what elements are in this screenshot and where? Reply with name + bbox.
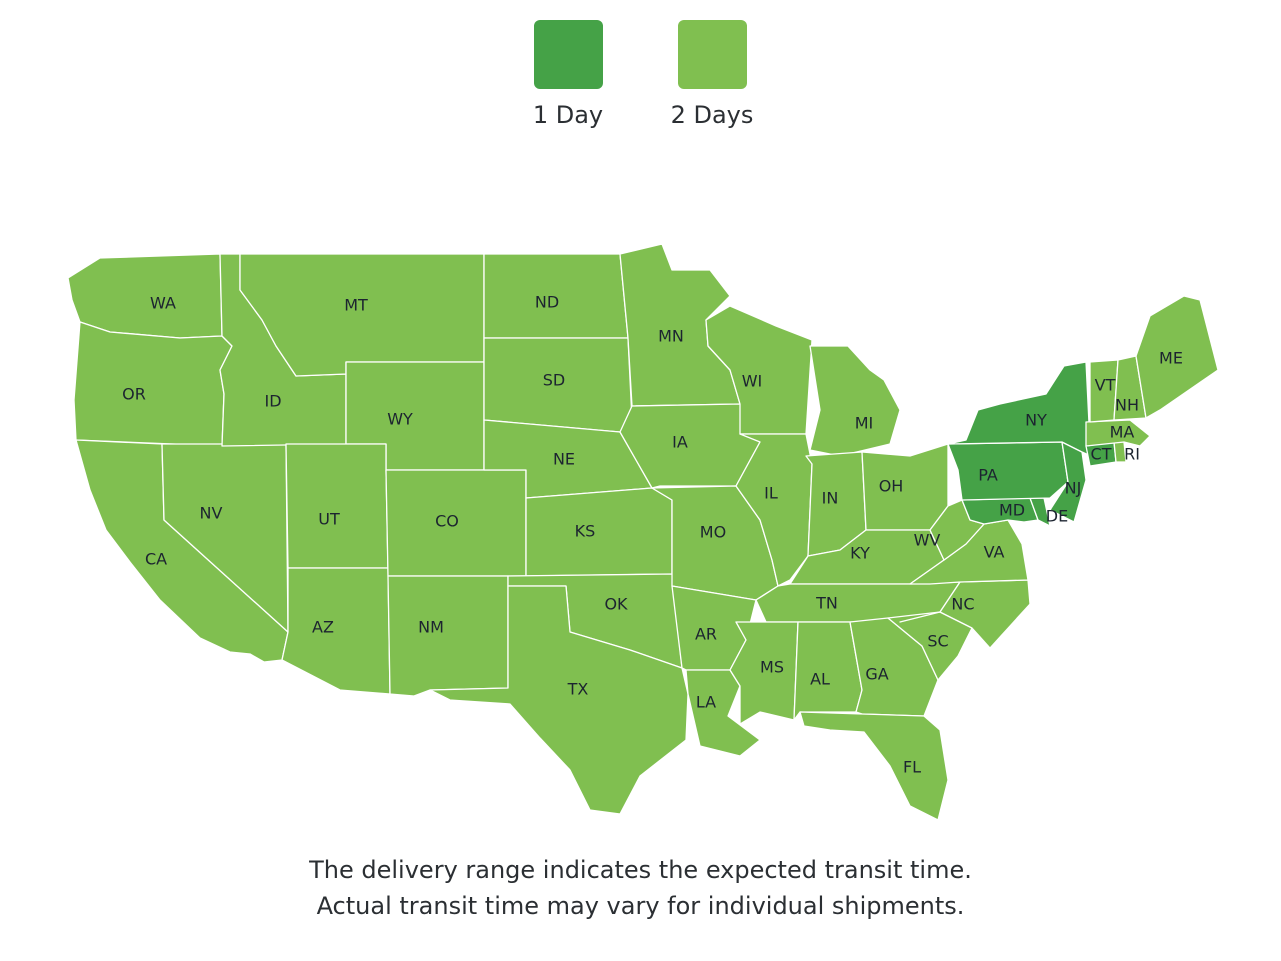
state-mi — [809, 345, 901, 457]
state-label-nd: ND — [535, 293, 559, 312]
state-label-ma: MA — [1110, 423, 1135, 442]
state-label-mn: MN — [658, 327, 684, 346]
state-ut — [285, 443, 389, 569]
state-label-fl: FL — [903, 758, 921, 777]
legend-swatch-2-days — [677, 20, 747, 89]
state-label-al: AL — [810, 670, 830, 689]
state-label-ut: UT — [318, 510, 340, 529]
state-label-ia: IA — [672, 433, 688, 452]
state-or — [73, 321, 233, 447]
state-label-in: IN — [822, 489, 839, 508]
state-label-ok: OK — [604, 595, 628, 614]
state-az — [281, 567, 391, 695]
state-pa — [947, 441, 1069, 501]
state-label-nj: NJ — [1065, 479, 1082, 498]
state-label-ky: KY — [850, 544, 870, 563]
state-label-me: ME — [1159, 349, 1183, 368]
state-label-sc: SC — [927, 632, 948, 651]
state-label-ny: NY — [1025, 411, 1047, 430]
state-ma — [1085, 419, 1151, 447]
state-label-ri: RI — [1124, 445, 1140, 464]
state-label-tx: TX — [567, 680, 589, 699]
state-label-co: CO — [435, 512, 459, 531]
state-label-wi: WI — [742, 372, 763, 391]
state-label-ga: GA — [865, 665, 888, 684]
state-label-nv: NV — [200, 504, 223, 523]
state-label-mi: MI — [855, 414, 874, 433]
state-oh — [861, 443, 949, 531]
state-fl — [799, 711, 949, 821]
state-label-nh: NH — [1115, 396, 1139, 415]
state-label-nc: NC — [951, 595, 974, 614]
state-label-ct: CT — [1091, 445, 1112, 464]
state-label-la: LA — [696, 693, 716, 712]
state-nm — [387, 575, 509, 697]
footnote-line-1: The delivery range indicates the expecte… — [309, 856, 972, 884]
footnote: The delivery range indicates the expecte… — [0, 852, 1281, 924]
state-label-ar: AR — [695, 625, 717, 644]
state-ks — [525, 487, 673, 577]
state-label-az: AZ — [312, 618, 334, 637]
state-label-de: DE — [1046, 507, 1068, 526]
state-label-va: VA — [984, 543, 1005, 562]
state-label-tn: TN — [815, 594, 838, 613]
state-label-ms: MS — [760, 658, 784, 677]
legend-swatch-1-day — [533, 20, 603, 89]
state-label-mo: MO — [700, 523, 726, 542]
state-label-nm: NM — [418, 618, 444, 637]
state-label-ca: CA — [145, 550, 167, 569]
legend-label-1-day: 1 Day — [532, 101, 604, 129]
state-label-or: OR — [122, 385, 146, 404]
state-label-id: ID — [264, 392, 281, 411]
state-ny — [947, 361, 1101, 461]
state-label-wa: WA — [150, 294, 176, 313]
state-label-oh: OH — [879, 477, 904, 496]
state-tx — [429, 585, 689, 815]
state-label-mt: MT — [344, 296, 368, 315]
state-label-md: MD — [999, 501, 1025, 520]
legend-item-1-day: 1 Day — [513, 20, 623, 129]
state-label-ks: KS — [575, 522, 596, 541]
legend-item-2-days: 2 Days — [657, 20, 767, 129]
state-label-vt: VT — [1095, 376, 1116, 395]
us-delivery-map: WA OR CA NV ID MT WY UT AZ CO NM ND SD NE KS OK TX MN IA MO… — [67, 243, 1219, 821]
state-label-sd: SD — [543, 371, 565, 390]
state-label-il: IL — [764, 484, 778, 503]
footnote-line-2: Actual transit time may vary for individ… — [316, 892, 965, 920]
state-label-wy: WY — [387, 410, 413, 429]
state-label-pa: PA — [978, 466, 998, 485]
state-me — [1135, 295, 1219, 419]
state-label-wv: WV — [914, 531, 941, 550]
state-label-ne: NE — [553, 450, 575, 469]
legend: 1 Day 2 Days — [0, 20, 1281, 140]
state-nc — [899, 579, 1031, 649]
legend-label-2-days: 2 Days — [670, 101, 754, 129]
